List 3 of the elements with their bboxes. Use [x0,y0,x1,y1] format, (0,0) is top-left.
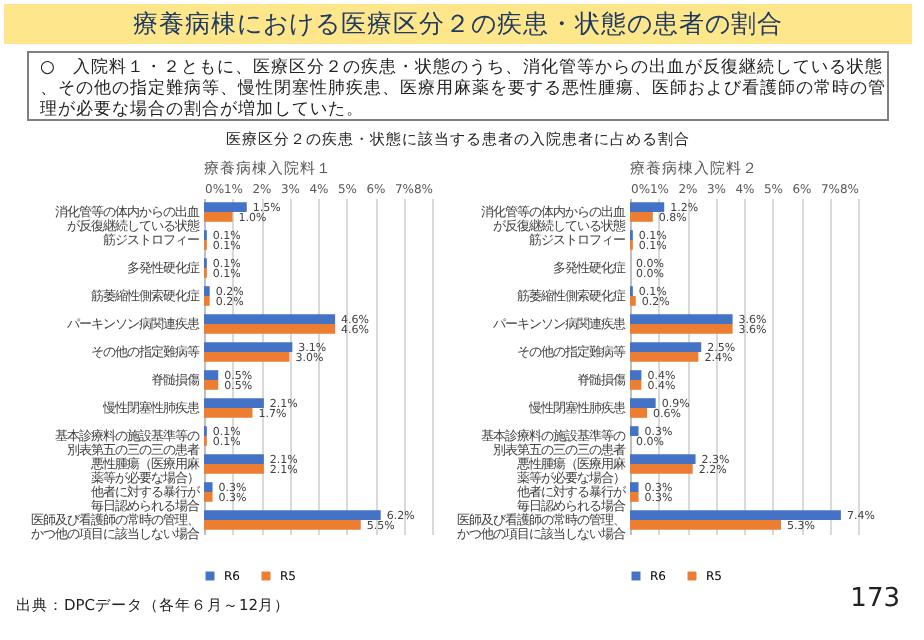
text: 療養病棟における医療区分２の疾患・状態の患者の割合 [133,8,783,38]
text: ○ 入院料１・２ともに、医療区分２の疾患・状態のうち、消化管等からの出血が反復継続している状態、その他の指定難病等、慢性閉塞性肺疾患、医療用麻薬を要する悪性腫瘍、医師および看護師の常時の管理が必要な場合の割合が増加していた。 [40,56,886,120]
text: 173 [850,584,900,614]
